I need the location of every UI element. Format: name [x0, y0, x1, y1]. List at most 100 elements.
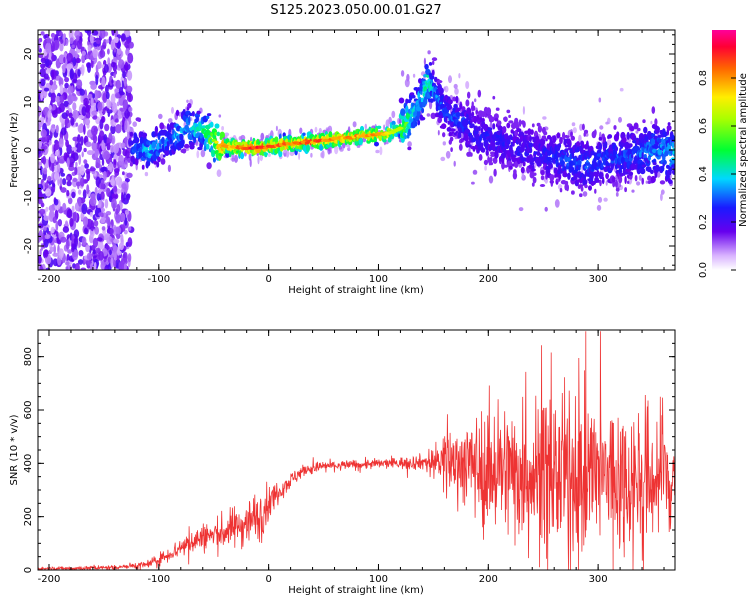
spectrogram-cell	[158, 113, 163, 119]
spectrogram-cell	[45, 42, 52, 54]
spectrogram-cell	[132, 121, 137, 127]
spectrogram-cell	[90, 97, 94, 106]
spectrogram-cell	[40, 129, 47, 138]
x-tick-label: 200	[479, 274, 498, 285]
spectrogram-cell	[601, 179, 605, 184]
spectrogram-cell	[470, 123, 475, 128]
spectrogram-cell	[39, 208, 46, 215]
spectrogram-cell	[354, 139, 359, 146]
spectrogram-cell	[493, 168, 497, 177]
spectrogram-cell	[468, 112, 472, 119]
spectrogram-cell	[319, 145, 323, 151]
spectrogram-cell	[507, 160, 513, 168]
spectrogram-cell	[137, 117, 141, 123]
spectrogram-cell	[484, 165, 487, 171]
spectrogram-cell	[437, 80, 443, 84]
spectrogram-cell	[159, 122, 165, 130]
spectrogram-cell	[274, 136, 279, 143]
spectrogram-cell	[63, 152, 68, 162]
spectrogram-cell	[580, 186, 584, 192]
spectrogram-cell	[63, 100, 69, 108]
spectrogram-cell	[477, 89, 482, 98]
spectrogram-cell	[154, 125, 159, 134]
x-tick-label: 300	[589, 274, 608, 285]
spectrogram-cell	[121, 80, 125, 90]
spectrogram-cell	[39, 116, 45, 122]
spectrogram-cell	[118, 109, 122, 120]
spectrogram-cell	[289, 150, 295, 157]
spectrogram-cell	[540, 175, 545, 181]
spectrogram-cell	[615, 192, 619, 197]
spectrogram-cell	[497, 125, 503, 131]
spectrogram-cell	[522, 120, 526, 128]
spectrogram-cell	[203, 145, 207, 152]
spectrogram-cell	[590, 150, 595, 154]
x-tick-label: 100	[369, 574, 388, 585]
spectrogram-cell	[105, 233, 110, 238]
spectrogram-cell	[483, 159, 488, 166]
spectrogram-cell	[104, 265, 109, 270]
spectrogram-cell	[60, 248, 64, 257]
spectrogram-cell	[67, 94, 74, 105]
spectrogram-cell	[52, 216, 57, 224]
spectrogram-cell	[563, 170, 567, 178]
spectrogram-cell	[80, 136, 84, 146]
spectrogram-cell	[306, 144, 310, 153]
spectrogram-cell	[75, 122, 79, 127]
spectrogram-cell	[123, 78, 127, 87]
spectrogram-cell	[133, 136, 140, 144]
spectrogram-cell	[491, 143, 496, 152]
spectrogram-cell	[398, 97, 405, 104]
spectrogram-cell	[582, 191, 588, 197]
spectrogram-cell	[49, 209, 55, 219]
spectrogram-cell	[47, 109, 52, 120]
spectrogram-cell	[610, 163, 614, 170]
spectrogram-cell	[59, 84, 64, 95]
spectrogram-cell	[65, 239, 70, 250]
spectrogram-cell	[124, 109, 130, 119]
spectrogram-cell	[387, 136, 392, 143]
spectrogram-cell	[127, 253, 132, 263]
spectrogram-cell	[103, 170, 107, 181]
spectrogram-cell	[240, 152, 245, 160]
figure-title: S125.2023.050.00.01.G27	[270, 3, 441, 18]
spectrogram-cell	[40, 31, 45, 36]
spectrogram-cell	[566, 151, 569, 158]
spectrogram-cell	[518, 119, 522, 127]
spectrogram-cell	[494, 117, 499, 122]
spectrogram-cell	[119, 107, 127, 112]
spectrogram-cell	[95, 74, 99, 86]
spectrogram-cell	[53, 80, 57, 86]
spectrogram-cell	[398, 118, 402, 124]
spectrogram-cell	[126, 38, 132, 43]
spectrogram-cell	[50, 41, 55, 53]
spectrogram-cell	[62, 202, 67, 213]
spectrogram-cell	[440, 156, 446, 162]
colorbar: 0.0 0.2 0.4 0.6 0.8 Normalized spectral ampl…	[698, 30, 749, 278]
spectrogram-cell	[442, 132, 446, 138]
spectrogram-cell	[652, 161, 657, 166]
spectrogram-cell	[79, 88, 85, 96]
spectrogram-cell	[42, 167, 48, 175]
colorbar-gradient	[712, 30, 736, 270]
spectrogram-cell	[416, 109, 421, 118]
spectrogram-cell	[53, 172, 60, 181]
spectrogram-cell	[615, 187, 620, 192]
spectrogram-cell	[605, 173, 609, 180]
spectrogram-cell	[106, 187, 111, 197]
spectrogram-cell	[421, 107, 425, 114]
spectrogram-cell	[519, 135, 524, 143]
spectrogram-cell	[582, 143, 585, 149]
spectrogram-cell	[114, 173, 117, 178]
spectrogram-cell	[43, 226, 47, 231]
spectrogram-cell	[100, 216, 106, 224]
spectrogram-cell	[62, 178, 67, 186]
spectrogram-cell	[554, 145, 558, 154]
spectrogram-cell	[506, 109, 511, 114]
y-tick-label: -10	[23, 190, 34, 206]
spectrogram-cell	[598, 142, 603, 151]
spectrogram-cell	[612, 180, 616, 188]
spectrogram-cell	[448, 104, 452, 110]
spectrogram-cell	[584, 184, 588, 189]
spectrogram-cell	[407, 146, 412, 151]
